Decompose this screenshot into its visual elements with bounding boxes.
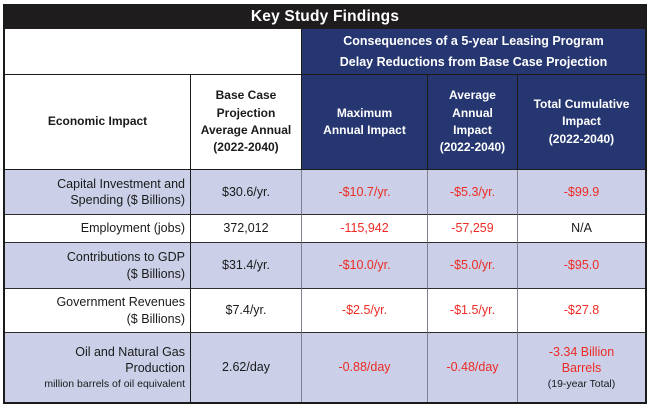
table-title: Key Study Findings <box>5 6 645 29</box>
cell-base-case: 372,012 <box>191 215 302 243</box>
cell-total-impact: -$99.9 <box>518 170 645 215</box>
col-header-base-case: Base Case Projection Average Annual (202… <box>191 75 302 170</box>
cell-total-impact: N/A <box>518 215 645 243</box>
cell-max-impact: -0.88/day <box>302 333 428 402</box>
cell-total-impact: -$95.0 <box>518 243 645 289</box>
cell-total-impact: -3.34 Billion Barrels (19-year Total) <box>518 333 645 402</box>
consequences-header: Consequences of a 5-year Leasing Program… <box>302 29 645 75</box>
row-label-gdp: Contributions to GDP ($ Billions) <box>5 243 191 289</box>
cell-avg-impact: -57,259 <box>428 215 518 243</box>
total-impact-value: -3.34 Billion Barrels <box>548 345 615 376</box>
cell-max-impact: -115,942 <box>302 215 428 243</box>
row-label-note: million barrels of oil equivalent <box>44 377 185 390</box>
col-header-total-cumulative-impact: Total Cumulative Impact (2022-2040) <box>518 75 645 170</box>
cell-total-impact: -$27.8 <box>518 289 645 333</box>
cell-base-case: $30.6/yr. <box>191 170 302 215</box>
row-label-capital-investment: Capital Investment and Spending ($ Billi… <box>5 170 191 215</box>
cell-max-impact: -$2.5/yr. <box>302 289 428 333</box>
cell-avg-impact: -$5.0/yr. <box>428 243 518 289</box>
cell-avg-impact: -$1.5/yr. <box>428 289 518 333</box>
cell-base-case: 2.62/day <box>191 333 302 402</box>
cell-avg-impact: -$5.3/yr. <box>428 170 518 215</box>
cell-base-case: $31.4/yr. <box>191 243 302 289</box>
cell-max-impact: -$10.0/yr. <box>302 243 428 289</box>
row-label-government-revenues: Government Revenues ($ Billions) <box>5 289 191 333</box>
key-study-findings-table: Key Study Findings Consequences of a 5-y… <box>3 4 647 404</box>
empty-header-cell <box>5 29 302 75</box>
col-header-economic-impact: Economic Impact <box>5 75 191 170</box>
cell-max-impact: -$10.7/yr. <box>302 170 428 215</box>
cell-avg-impact: -0.48/day <box>428 333 518 402</box>
row-label-oil-gas-production: Oil and Natural Gas Production million b… <box>5 333 191 402</box>
col-header-maximum-annual-impact: Maximum Annual Impact <box>302 75 428 170</box>
total-impact-note: (19-year Total) <box>547 377 616 390</box>
row-label-main: Oil and Natural Gas Production <box>75 345 185 376</box>
row-label-employment: Employment (jobs) <box>5 215 191 243</box>
cell-base-case: $7.4/yr. <box>191 289 302 333</box>
col-header-average-annual-impact: Average Annual Impact (2022-2040) <box>428 75 518 170</box>
